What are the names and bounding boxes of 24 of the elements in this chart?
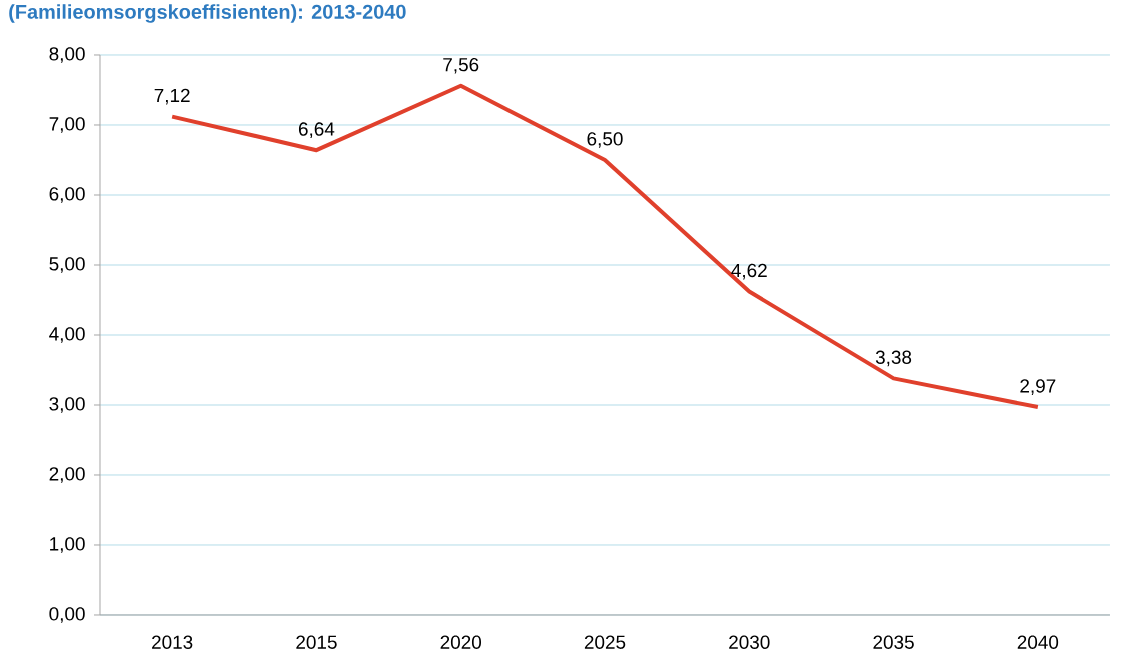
data-label: 2,97: [1020, 379, 1056, 395]
x-tick-label: 2035: [873, 635, 914, 649]
x-tick-label: 2013: [152, 635, 193, 649]
y-tick-label: 2,00: [49, 467, 85, 483]
chart-title: (Familieomsorgskoeffisienten): 2013-2040: [9, 4, 406, 23]
data-label: 7,56: [443, 57, 479, 74]
x-tick-label: 2020: [440, 635, 482, 649]
data-label: 6,50: [587, 132, 623, 148]
data-label: 6,64: [298, 122, 335, 138]
x-tick-label: 2040: [1017, 635, 1059, 649]
y-tick-label: 7,00: [49, 117, 85, 133]
y-tick-label: 0,00: [49, 607, 85, 623]
y-tick-label: 8,00: [49, 47, 85, 63]
y-tick-label: 3,00: [49, 397, 85, 413]
x-tick-label: 2025: [584, 635, 626, 649]
data-label: 7,12: [154, 88, 190, 105]
data-label: 4,62: [731, 263, 767, 280]
data-label: 3,38: [875, 350, 912, 367]
y-tick-label: 5,00: [49, 257, 85, 273]
y-tick-label: 4,00: [49, 327, 85, 343]
y-tick-label: 1,00: [50, 537, 85, 553]
x-tick-label: 2030: [729, 635, 770, 649]
x-tick-label: 2015: [296, 635, 337, 649]
y-tick-label: 6,00: [49, 187, 85, 203]
